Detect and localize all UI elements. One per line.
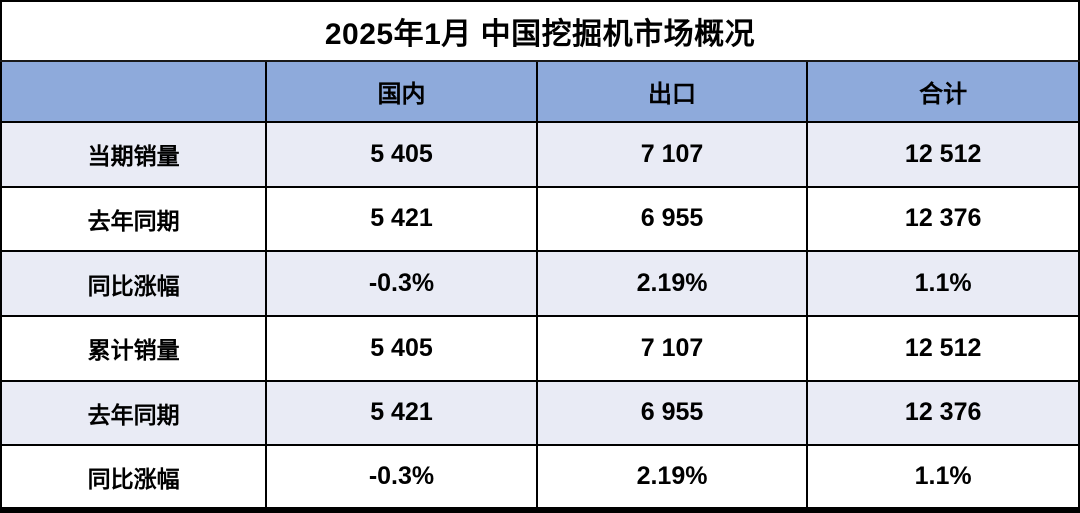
cell-export: 6 955 (535, 379, 809, 447)
column-header-domestic: 国内 (265, 60, 538, 123)
row-label: 去年同期 (0, 379, 268, 447)
row-label: 当期销量 (0, 121, 268, 188)
table-row-yoy-change-cumulative: 同比涨幅 -0.3% 2.19% 1.1% (0, 444, 1080, 513)
column-header-blank (0, 60, 268, 123)
cell-export: 2.19% (535, 444, 809, 513)
row-label: 同比涨幅 (0, 444, 268, 513)
table-row-cumulative-sales: 累计销量 5 405 7 107 12 512 (0, 314, 1080, 382)
cell-total: 12 376 (806, 379, 1080, 447)
cell-domestic: 5 405 (265, 121, 538, 188)
table-row-last-year-same-period: 去年同期 5 421 6 955 12 376 (0, 185, 1080, 253)
title-row: 2025年1月 中国挖掘机市场概况 (0, 0, 1080, 62)
cell-export: 7 107 (535, 121, 809, 188)
cell-export: 7 107 (535, 314, 809, 382)
cell-domestic: -0.3% (265, 444, 538, 513)
cell-domestic: 5 421 (265, 185, 538, 253)
row-label: 去年同期 (0, 185, 268, 253)
cell-total: 1.1% (806, 444, 1080, 513)
column-header-total: 合计 (806, 60, 1080, 123)
table-row-last-year-same-period-cumulative: 去年同期 5 421 6 955 12 376 (0, 379, 1080, 447)
cell-domestic: 5 421 (265, 379, 538, 447)
cell-export: 6 955 (535, 185, 809, 253)
cell-total: 12 376 (806, 185, 1080, 253)
table-row-current-sales: 当期销量 5 405 7 107 12 512 (0, 121, 1080, 188)
row-label: 同比涨幅 (0, 250, 268, 317)
table-title: 2025年1月 中国挖掘机市场概况 (0, 0, 1080, 62)
cell-domestic: 5 405 (265, 314, 538, 382)
cell-total: 1.1% (806, 250, 1080, 317)
header-row: 国内 出口 合计 (0, 60, 1080, 123)
cell-domestic: -0.3% (265, 250, 538, 317)
column-header-export: 出口 (535, 60, 809, 123)
cell-export: 2.19% (535, 250, 809, 317)
cell-total: 12 512 (806, 121, 1080, 188)
cell-total: 12 512 (806, 314, 1080, 382)
row-label: 累计销量 (0, 314, 268, 382)
table-row-yoy-change: 同比涨幅 -0.3% 2.19% 1.1% (0, 250, 1080, 317)
